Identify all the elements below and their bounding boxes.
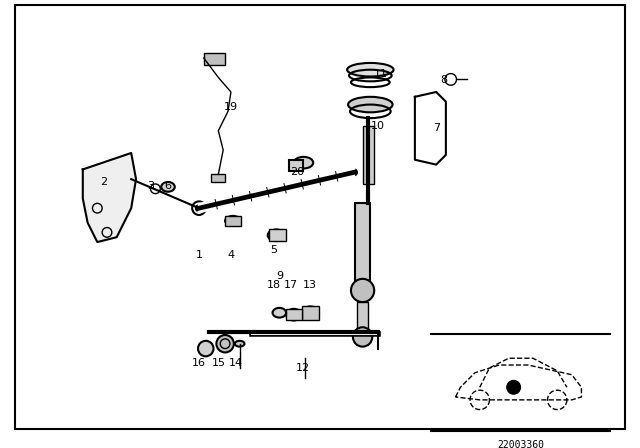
Text: 14: 14 [228, 358, 243, 368]
Text: 18: 18 [266, 280, 280, 290]
Ellipse shape [348, 97, 392, 112]
Text: 8: 8 [440, 75, 447, 86]
Text: 16: 16 [192, 358, 206, 368]
Ellipse shape [294, 157, 313, 168]
Circle shape [507, 380, 520, 394]
Ellipse shape [286, 309, 301, 320]
Bar [286, 309, 301, 320]
Bar [289, 160, 303, 172]
Text: 10: 10 [371, 121, 385, 131]
Bar [355, 203, 371, 281]
Text: 4: 4 [227, 250, 234, 260]
Bar [204, 53, 225, 65]
Circle shape [351, 279, 374, 302]
Text: 2: 2 [100, 177, 108, 187]
Ellipse shape [235, 341, 244, 347]
Polygon shape [83, 153, 136, 242]
Circle shape [198, 341, 214, 356]
Circle shape [216, 335, 234, 353]
Bar [301, 306, 319, 319]
Text: 17: 17 [284, 280, 298, 290]
Text: 9: 9 [276, 271, 283, 281]
Text: 3: 3 [147, 181, 154, 191]
Bar [356, 302, 369, 331]
Text: 19: 19 [224, 102, 238, 112]
Text: 6: 6 [164, 181, 172, 191]
Bar [269, 229, 286, 241]
Ellipse shape [225, 216, 241, 226]
Text: 15: 15 [211, 358, 225, 368]
Text: 1: 1 [195, 250, 202, 260]
Ellipse shape [268, 229, 285, 241]
Text: 5: 5 [270, 245, 277, 255]
Bar [211, 174, 225, 182]
Bar [363, 126, 374, 184]
Text: 13: 13 [303, 280, 317, 290]
Circle shape [353, 327, 372, 347]
Ellipse shape [161, 182, 175, 192]
Ellipse shape [273, 308, 286, 318]
Bar [225, 216, 241, 226]
Ellipse shape [301, 306, 319, 319]
Text: 12: 12 [296, 363, 310, 373]
Text: 11: 11 [374, 69, 388, 78]
Text: 20: 20 [290, 168, 304, 177]
Text: 22003360: 22003360 [497, 440, 544, 448]
Text: 7: 7 [433, 123, 440, 133]
Ellipse shape [347, 63, 394, 77]
